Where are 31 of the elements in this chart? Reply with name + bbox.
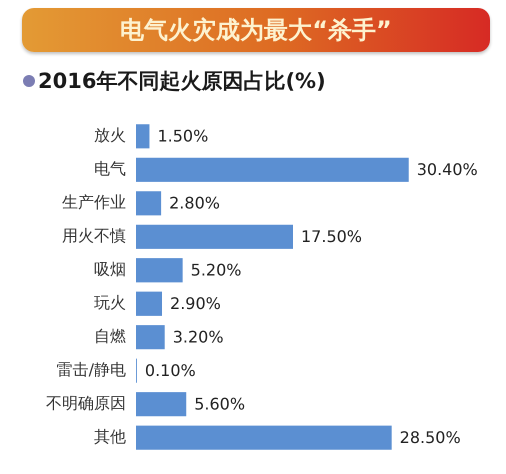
y-tick-label: 吸烟 (94, 259, 126, 278)
y-tick-label: 玩火 (94, 292, 126, 312)
data-label: 2.90% (170, 294, 221, 313)
data-label: 30.40% (416, 160, 478, 179)
y-tick-label: 其他 (94, 426, 126, 446)
bar (136, 124, 150, 148)
data-label: 5.20% (190, 260, 242, 280)
bar (136, 392, 186, 416)
data-label: 0.10% (144, 360, 196, 380)
data-label: 1.50% (157, 126, 208, 146)
y-tick-label: 生产作业 (62, 192, 126, 212)
bar (136, 292, 162, 316)
bar (136, 224, 293, 249)
chart-subtitle: 2016年不同起火原因占比(%) (38, 68, 326, 94)
y-tick-label: 雷击/静电 (56, 360, 126, 379)
data-label: 17.50% (301, 226, 362, 246)
y-tick-label: 用火不慎 (62, 226, 126, 245)
data-label: 2.80% (169, 193, 220, 212)
bar (136, 325, 165, 350)
bar (136, 158, 409, 182)
data-label: 3.20% (172, 327, 224, 346)
y-tick-label: 放火 (94, 125, 126, 144)
bar (136, 191, 162, 216)
bar (136, 426, 392, 450)
chart-title: 电气火灾成为最大“杀手” (120, 15, 392, 45)
y-tick-label: 不明确原因 (46, 393, 126, 412)
bar (136, 258, 183, 282)
data-label: 28.50% (400, 428, 461, 447)
y-tick-label: 自燃 (94, 326, 126, 346)
y-tick-label: 电气 (94, 158, 126, 178)
data-label: 5.60% (194, 394, 246, 414)
